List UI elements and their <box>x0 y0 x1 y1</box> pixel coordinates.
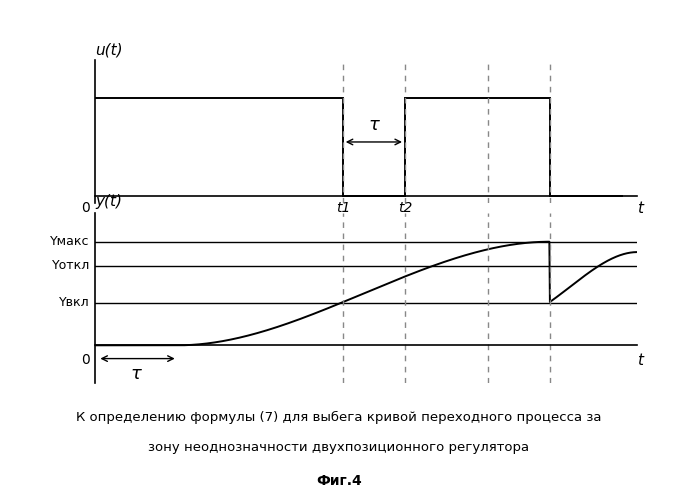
Text: 0: 0 <box>81 354 89 368</box>
Text: К определению формулы (7) для выбега кривой переходного процесса за: К определению формулы (7) для выбега кри… <box>76 411 602 424</box>
Text: τ: τ <box>368 116 379 134</box>
Text: 0: 0 <box>81 201 89 215</box>
Text: t: t <box>637 201 643 216</box>
Text: Yоткл: Yоткл <box>52 259 89 272</box>
Text: τ: τ <box>131 365 142 383</box>
Text: зону неоднозначности двухпозиционного регулятора: зону неоднозначности двухпозиционного ре… <box>148 441 530 454</box>
Text: Yмакс: Yмакс <box>50 235 89 248</box>
Text: Yвкл: Yвкл <box>59 296 89 310</box>
Text: Фиг.4: Фиг.4 <box>316 474 362 488</box>
Text: t2: t2 <box>398 201 412 215</box>
Text: t1: t1 <box>336 201 350 215</box>
Text: u(t): u(t) <box>95 42 123 57</box>
Text: t: t <box>637 354 643 368</box>
Text: y(t): y(t) <box>95 194 122 209</box>
